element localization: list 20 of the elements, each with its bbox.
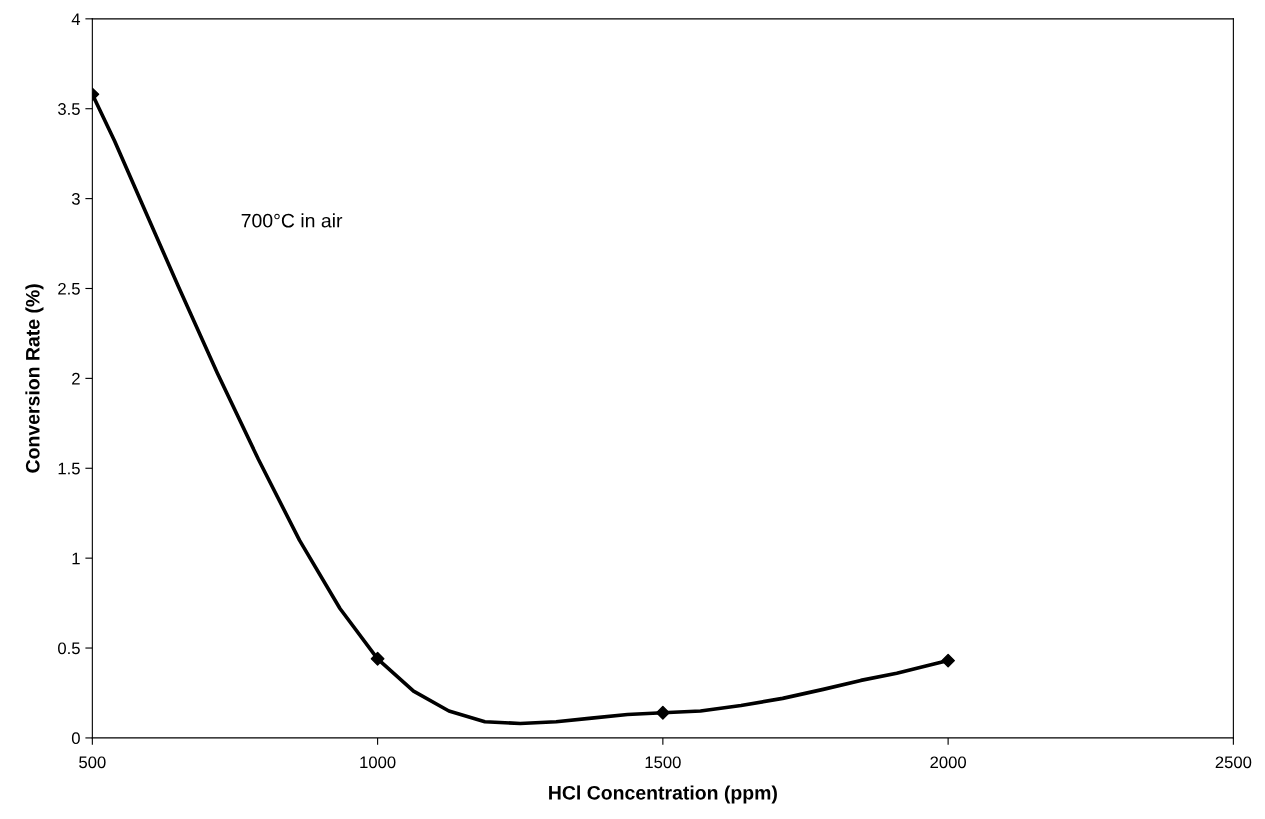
y-tick-label: 0.5 [58, 642, 80, 655]
point [941, 653, 956, 668]
y-tick-label: 1 [72, 552, 80, 565]
y-tick-label: 3 [71, 193, 80, 205]
point [370, 651, 385, 666]
x-tick-label: 1000 [360, 756, 396, 769]
x-axis-title: HCl Concentration (ppm) [549, 785, 777, 804]
x-tick-label: 1500 [645, 756, 681, 769]
y-tick-label: 4 [71, 13, 81, 25]
x-tick-label: 2000 [930, 756, 967, 769]
y-tick-label: 2.5 [58, 282, 80, 295]
point [655, 705, 670, 720]
y-tick-label: 2 [72, 372, 80, 385]
y-axis-title: Conversion Rate (%) [25, 284, 44, 473]
annotation: 700°C in air [241, 213, 343, 228]
y-tick-label: 3.5 [58, 103, 80, 115]
x-tick-label: 2500 [1215, 756, 1252, 769]
y-tick-label: 0 [71, 732, 80, 745]
y-tick-label: 1.5 [58, 462, 80, 475]
x-tick-label: 500 [79, 756, 106, 769]
